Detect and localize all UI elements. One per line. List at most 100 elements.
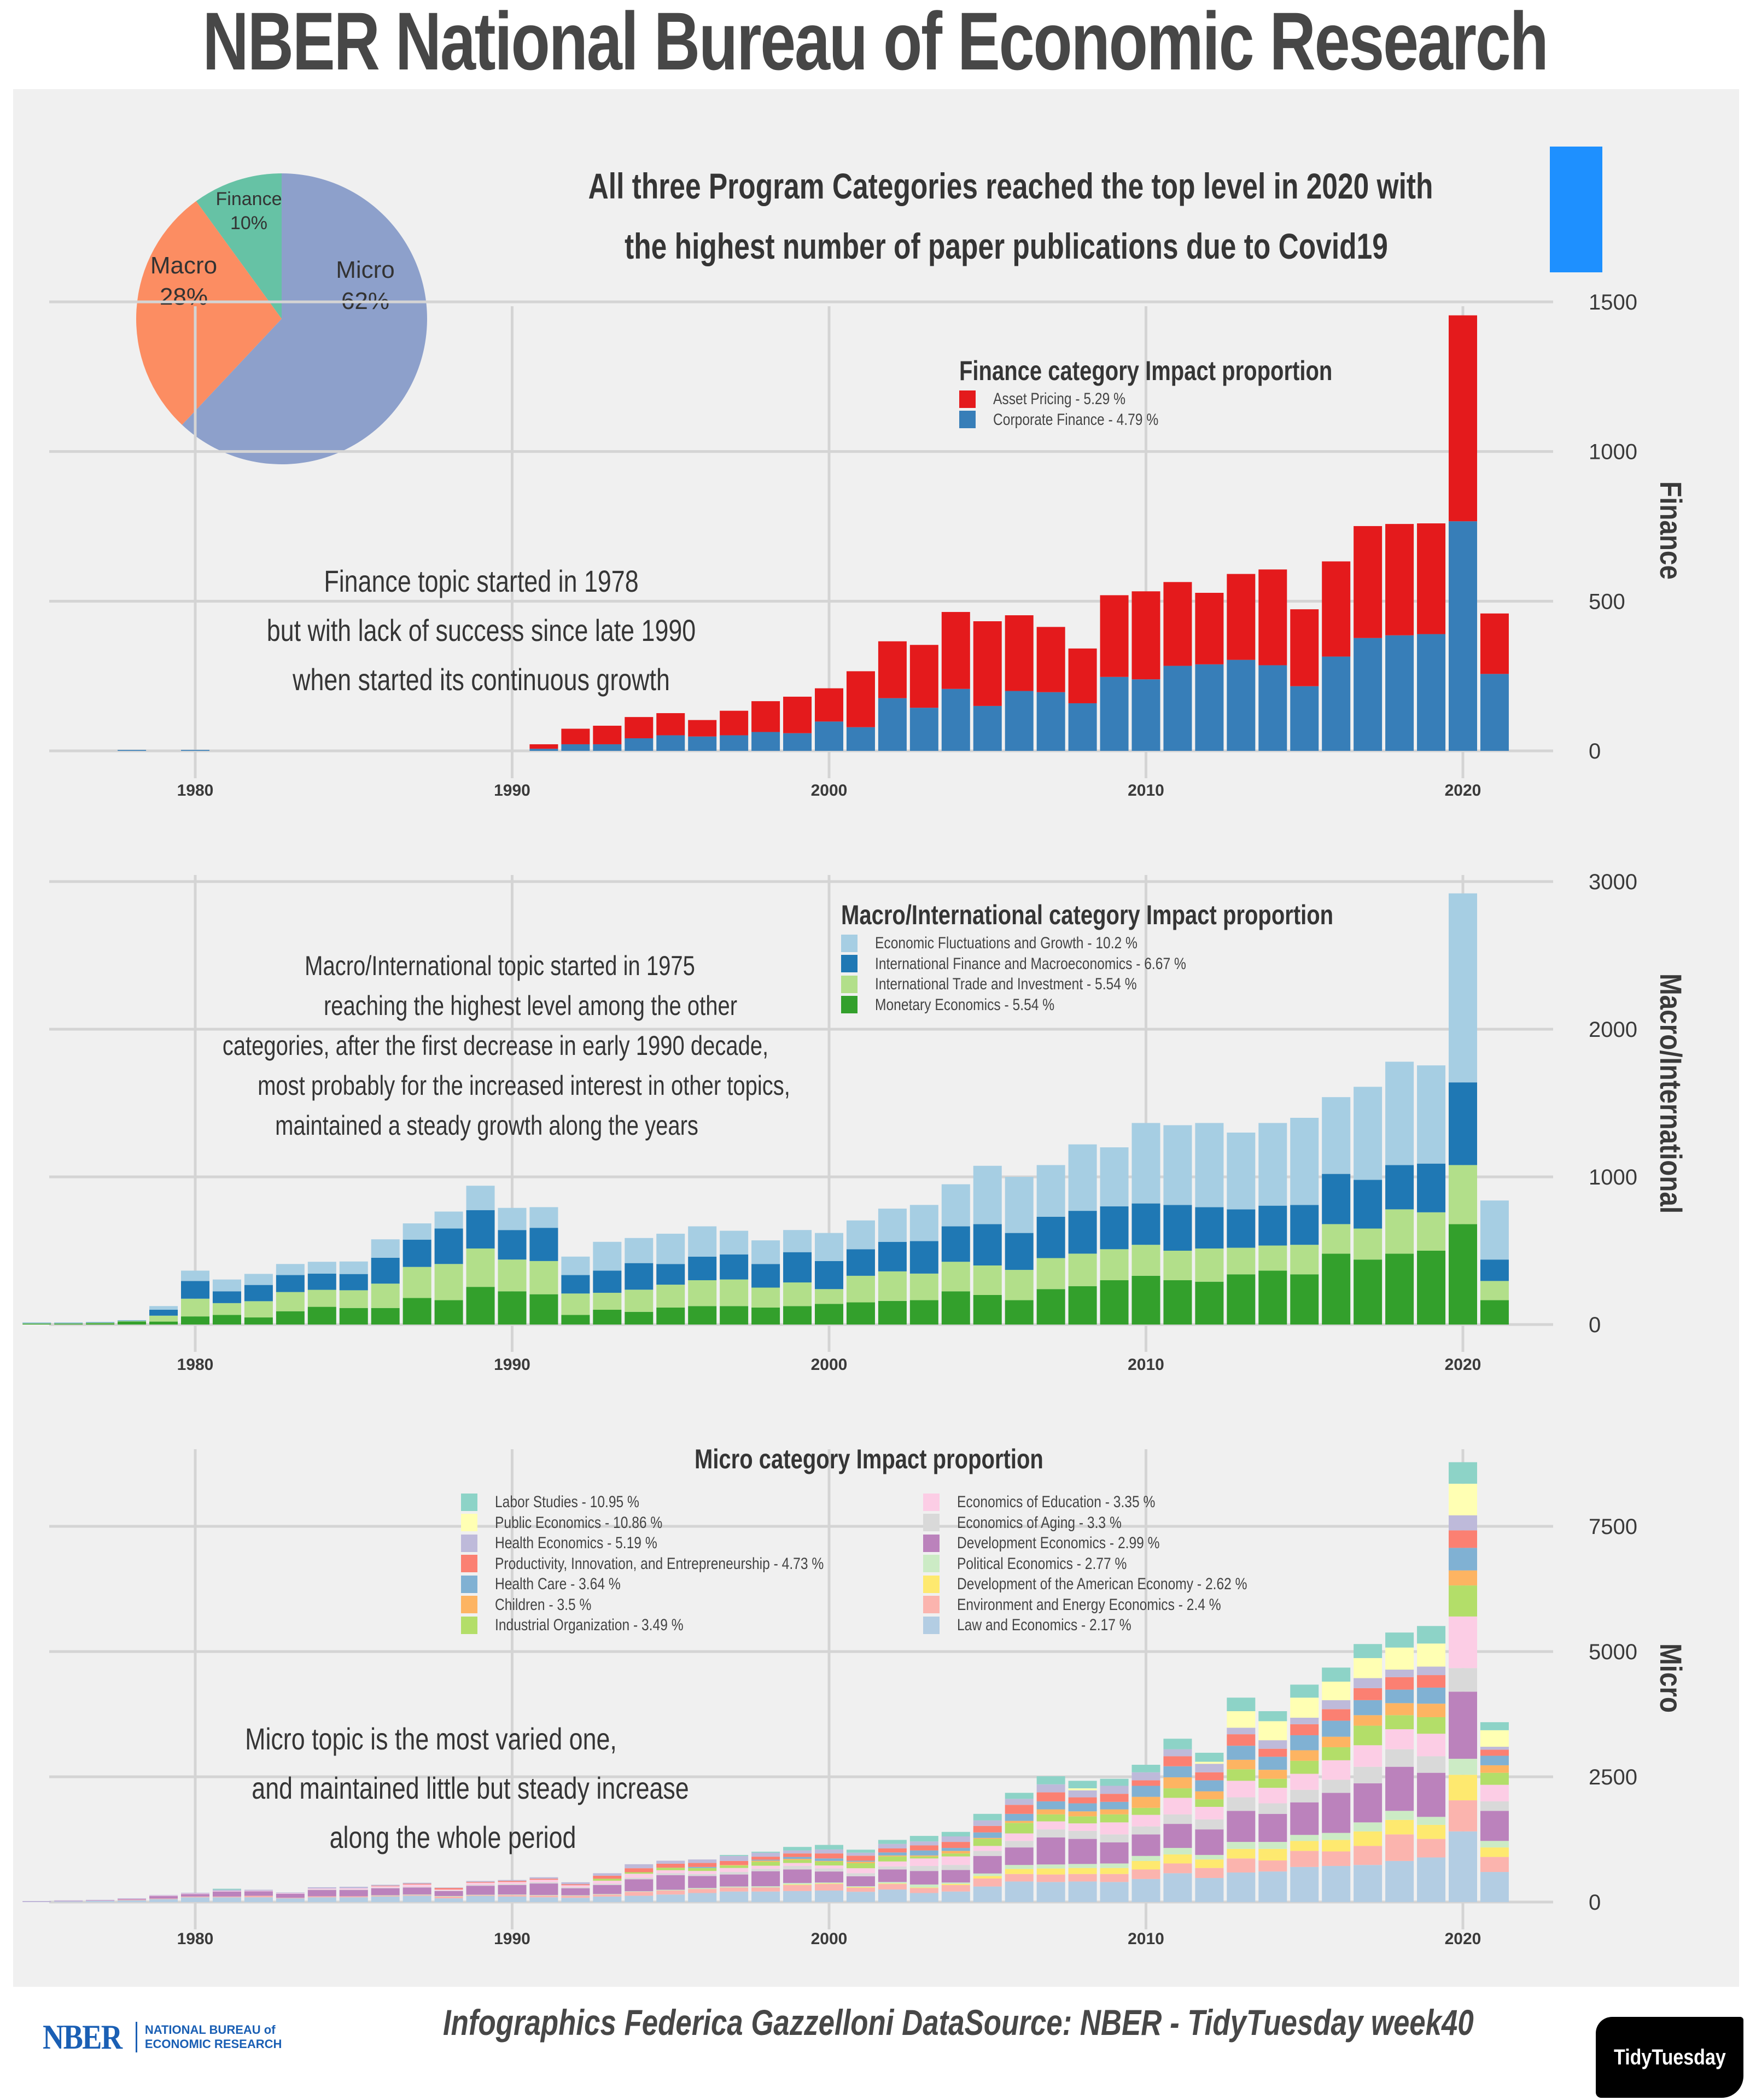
bar-segment	[878, 1852, 907, 1856]
bar-segment	[1258, 1813, 1287, 1842]
bar-segment	[941, 1836, 970, 1842]
bar-segment	[1131, 1834, 1160, 1856]
bar-segment	[909, 1300, 938, 1325]
bar-segment	[371, 1257, 400, 1284]
bar-segment	[815, 1883, 843, 1885]
legend-label: Development of the American Economy - 2.…	[957, 1575, 1247, 1594]
bar-segment	[1195, 1829, 1224, 1855]
micro-legend-column-1: Labor Studies - 10.95 % Public Economics …	[461, 1492, 896, 1636]
bar-segment	[1163, 1756, 1192, 1766]
bar-segment	[656, 735, 685, 751]
bar-segment	[149, 1321, 178, 1325]
legend-label: Economic Fluctuations and Growth - 10.2 …	[875, 934, 1138, 953]
bar-segment	[1322, 1709, 1351, 1721]
bar-segment	[751, 1859, 780, 1861]
x-tick-label: 2020	[1445, 1356, 1481, 1374]
bar-segment	[1195, 1123, 1224, 1208]
bar-segment	[561, 1315, 590, 1325]
bar-segment	[244, 1889, 273, 1891]
bar-segment	[402, 1883, 431, 1885]
bar-segment	[625, 1263, 654, 1290]
x-tick-label: 2000	[811, 781, 848, 800]
bar-segment	[846, 1220, 875, 1250]
bar-segment	[1290, 1760, 1319, 1774]
legend-item: Labor Studies - 10.95 %	[461, 1492, 896, 1513]
x-tick-label: 1980	[177, 1930, 214, 1948]
bar-segment	[593, 1873, 622, 1876]
bar-segment	[1258, 1245, 1287, 1271]
bar-segment	[1195, 1791, 1224, 1800]
bar-segment	[1354, 1846, 1382, 1865]
bar-segment	[751, 1871, 780, 1887]
bar-segment	[498, 1208, 527, 1230]
bar-segment	[244, 1891, 273, 1896]
bar-segment	[783, 1869, 812, 1883]
bar-segment	[593, 1879, 622, 1881]
bar-segment	[498, 1895, 527, 1897]
bar-segment	[1227, 1734, 1256, 1746]
bar-segment	[118, 1321, 147, 1325]
bar-segment	[1417, 1817, 1446, 1825]
bar-segment	[720, 1874, 749, 1887]
bar-segment	[1036, 627, 1065, 692]
bar-segment	[941, 1848, 970, 1851]
bar-segment	[118, 1900, 147, 1902]
bar-segment	[1322, 656, 1351, 751]
bar-segment	[1100, 1801, 1129, 1810]
bar-segment	[878, 1882, 907, 1884]
bar-segment	[498, 1896, 527, 1902]
bar-segment	[1068, 1253, 1097, 1286]
bar-segment	[909, 1836, 938, 1842]
legend-item: Asset Pricing - 5.29 %	[959, 389, 1426, 410]
bar-segment	[1290, 686, 1319, 751]
bar-segment	[846, 1868, 875, 1874]
bar-segment	[1290, 1118, 1319, 1205]
bar-segment	[561, 728, 590, 744]
bar-segment	[54, 1323, 83, 1325]
bar-segment	[371, 1896, 400, 1902]
bar-segment	[1385, 635, 1414, 751]
x-tick-label: 1980	[177, 1356, 214, 1374]
bar-segment	[181, 1270, 209, 1281]
bar-segment	[1322, 1681, 1351, 1700]
bar-segment	[688, 1874, 717, 1876]
bar-segment	[529, 1294, 558, 1325]
bar-segment	[909, 1241, 938, 1274]
bar-segment	[815, 1233, 843, 1261]
bar-segment	[1322, 1840, 1351, 1852]
y-tick-label: 0	[1589, 1891, 1601, 1915]
bar-segment	[1385, 1819, 1414, 1835]
y-tick-label: 3000	[1589, 870, 1637, 894]
bar-segment	[846, 1852, 875, 1856]
bar-segment	[1449, 1668, 1477, 1692]
bar-segment	[1036, 1289, 1065, 1325]
bar-segment	[973, 1856, 1002, 1874]
bar-segment	[1068, 1286, 1097, 1325]
pie-label-name: Micro	[336, 256, 395, 283]
bar-segment	[54, 1322, 83, 1323]
bar-segment	[1449, 1775, 1477, 1801]
bar-segment	[212, 1303, 241, 1315]
credit-text: Infographics Federica Gazzelloni DataSou…	[443, 2002, 1474, 2043]
micro-legend: Micro category Impact proportion	[695, 1445, 1130, 1477]
bar-segment	[1480, 1801, 1509, 1811]
bar-segment	[1131, 1856, 1160, 1861]
macro-legend-title: Macro/International category Impact prop…	[841, 900, 1334, 930]
bar-segment	[720, 1887, 749, 1892]
bar-segment	[1068, 1881, 1097, 1902]
y-tick-label: 7500	[1589, 1515, 1637, 1539]
bar-segment	[1417, 1734, 1446, 1757]
bar-segment	[529, 749, 558, 751]
bar-segment	[1036, 1814, 1065, 1822]
bar-segment	[1449, 1759, 1477, 1775]
bar-segment	[466, 1287, 495, 1325]
bar-segment	[1068, 1797, 1097, 1804]
bar-segment	[878, 1840, 907, 1844]
bar-segment	[1322, 1851, 1351, 1866]
bar-segment	[1480, 1730, 1509, 1747]
legend-label: Public Economics - 10.86 %	[495, 1513, 663, 1532]
bar-segment	[846, 1876, 875, 1887]
bar-segment	[1290, 1841, 1319, 1851]
bar-segment	[1449, 1548, 1477, 1571]
bar-segment	[1131, 1245, 1160, 1276]
